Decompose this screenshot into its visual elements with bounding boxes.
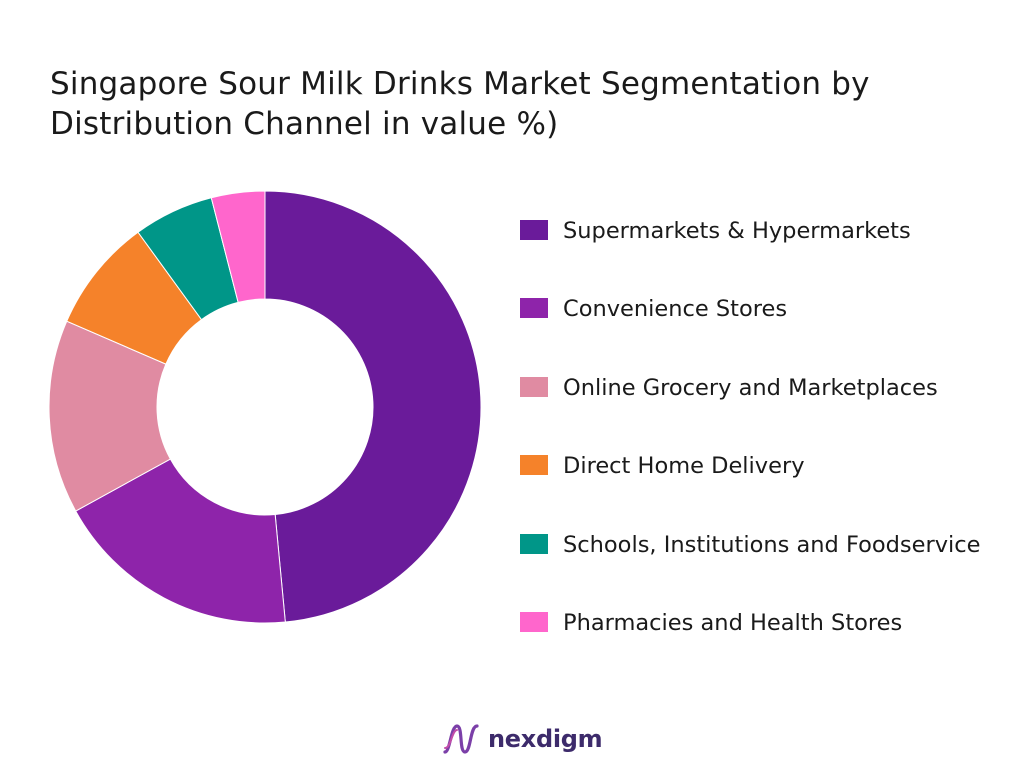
nexdigm-logo-text: nexdigm	[488, 725, 603, 753]
legend-item-schools: Schools, Institutions and Foodservice	[520, 528, 1003, 562]
nexdigm-wave-logo-icon	[443, 724, 479, 754]
chart-title-line-1: Singapore Sour Milk Drinks Market Segmen…	[50, 66, 870, 102]
donut-slice-online-grocery-and-marketplaces	[48, 320, 172, 512]
chart-title-line-2: Distribution Channel in value %)	[50, 106, 559, 142]
legend-label-home-delivery: Direct Home Delivery	[563, 453, 805, 479]
nexdigm-logo: nexdigm	[442, 722, 603, 756]
legend-swatch-online	[520, 377, 548, 397]
legend-item-supermarkets: Supermarkets & Hypermarkets	[520, 214, 1003, 248]
legend-label-online: Online Grocery and Marketplaces	[563, 375, 938, 401]
legend-label-schools: Schools, Institutions and Foodservice	[563, 532, 981, 558]
legend-swatch-convenience	[520, 298, 548, 318]
legend-label-supermarkets: Supermarkets & Hypermarkets	[563, 218, 911, 244]
legend-label-pharmacies: Pharmacies and Health Stores	[563, 610, 903, 636]
chart-title: Singapore Sour Milk Drinks Market Segmen…	[50, 64, 950, 144]
donut-slice-supermarkets-hypermarkets	[264, 190, 482, 623]
legend-item-home-delivery: Direct Home Delivery	[520, 449, 1003, 483]
legend-label-convenience: Convenience Stores	[563, 296, 788, 322]
legend-item-pharmacies: Pharmacies and Health Stores	[520, 606, 1003, 640]
legend-swatch-home-delivery	[520, 455, 548, 475]
legend-item-online: Online Grocery and Marketplaces	[520, 371, 1003, 405]
legend-swatch-supermarkets	[520, 220, 548, 240]
donut-slices	[48, 190, 482, 624]
donut-slice-convenience-stores	[75, 458, 286, 624]
legend-item-convenience: Convenience Stores	[520, 292, 1003, 326]
legend-swatch-pharmacies	[520, 612, 548, 632]
donut-slice-pharmacies-and-health-stores	[210, 190, 266, 304]
legend-swatch-schools	[520, 534, 548, 554]
